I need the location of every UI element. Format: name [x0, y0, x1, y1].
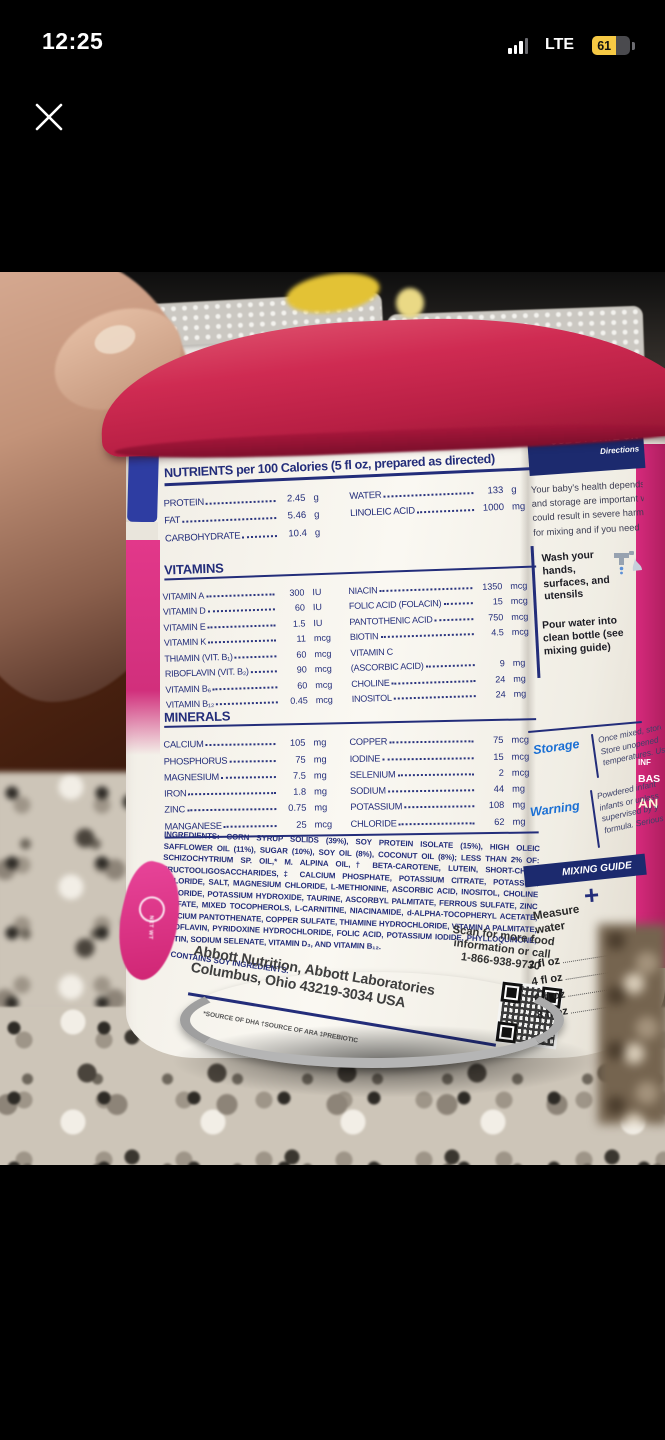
nutrient-row: PHOSPHORUS 75 mg: [163, 753, 327, 767]
signal-bar: [524, 38, 528, 54]
nutrient-row: MAGNESIUM 7.5 mg: [163, 770, 327, 783]
signal-bar: [508, 48, 512, 54]
vitamins-left-column: VITAMIN A 300 IU VITAMIN D 60 IU VITAMIN E…: [162, 580, 342, 709]
label-left-sliver: [126, 522, 158, 542]
nutrient-row: COPPER 75 mcg: [349, 734, 530, 748]
health-intro-text: Your baby's health depends and storage ar…: [531, 477, 646, 540]
nutrient-row: POTASSIUM 108 mg: [350, 800, 526, 813]
signal-strength-icon: [508, 38, 528, 54]
label-left-pink-edge: [126, 540, 160, 755]
yellow-object: [396, 288, 424, 318]
battery-fill: 61: [592, 36, 617, 55]
formula-can: INF BAS AN NUTRIENTS per 100 Calories (5…: [126, 418, 665, 1058]
net-wt-text: NET WT: [147, 915, 154, 940]
minerals-right-column: COPPER 75 mcg IODINE 15 mcg SELENIUM 2 mcg …: [349, 728, 538, 829]
close-icon: [35, 103, 63, 131]
nutrient-row: CHLORIDE 62 mg: [350, 816, 526, 829]
step-wash-text: Wash your hands, surfaces, and utensils: [541, 549, 611, 603]
nutrient-row: SODIUM 44 mg: [350, 783, 526, 797]
label-text-fragment: BAS: [638, 773, 661, 785]
close-button[interactable]: [30, 98, 68, 136]
nutrient-row: MANGANESE 25 mcg: [164, 819, 333, 832]
label-left-blue-patch: [127, 449, 159, 523]
photo-formula-can[interactable]: INF BAS AN NUTRIENTS per 100 Calories (5…: [0, 272, 665, 1165]
status-time: 12:25: [42, 28, 104, 54]
minerals-left-column: CALCIUM 105 mg PHOSPHORUS 75 mg MAGNESIUM …: [163, 731, 340, 832]
label-right-pink-edge: INF BAS AN: [636, 444, 665, 968]
vitamins-right-column: NIACIN 1350 mcg FOLIC ACID (FOLACIN) 15 mc…: [348, 574, 540, 704]
battery-percent: 61: [597, 38, 612, 53]
battery-cap: [632, 42, 635, 50]
foreground-blur: [598, 924, 665, 1124]
measure-water-label: Measure water: [532, 903, 581, 937]
minerals-table: CALCIUM 105 mg PHOSPHORUS 75 mg MAGNESIUM …: [163, 728, 539, 839]
label-text-fragment: INF: [638, 758, 651, 767]
signal-bar: [519, 41, 523, 54]
nutrient-row: SELENIUM 2 mcg: [349, 767, 530, 780]
signal-bar: [513, 45, 517, 54]
macros-left-column: PROTEIN 2.45 g FAT 5.46 g CARBOHYDRATE 10.…: [163, 484, 341, 544]
vitamins-table: VITAMIN A 300 IU VITAMIN D 60 IU VITAMIN E…: [162, 574, 540, 710]
nutrient-row: CALCIUM 105 mg: [163, 737, 327, 750]
can-metal-rim: [180, 972, 564, 1068]
nutrient-row: ZINC 0.75 mg: [164, 802, 328, 816]
macros-right-column: WATER 133 g LINOLEIC ACID 1000 mg: [349, 477, 539, 537]
wash-hands-icon: [609, 544, 645, 583]
network-type-label: LTE: [545, 36, 575, 53]
nutrient-row: IODINE 15 mcg: [349, 751, 530, 764]
label-text-fragment: AN: [638, 795, 659, 811]
battery-icon: 61: [592, 36, 630, 55]
step-pour-text: Pour water into clean bottle (see mixing…: [541, 615, 624, 658]
macronutrients-table: PROTEIN 2.45 g FAT 5.46 g CARBOHYDRATE 10.…: [163, 477, 539, 544]
nutrient-row: IRON 1.8 mg: [164, 786, 328, 799]
storage-label: Storage: [532, 736, 581, 758]
